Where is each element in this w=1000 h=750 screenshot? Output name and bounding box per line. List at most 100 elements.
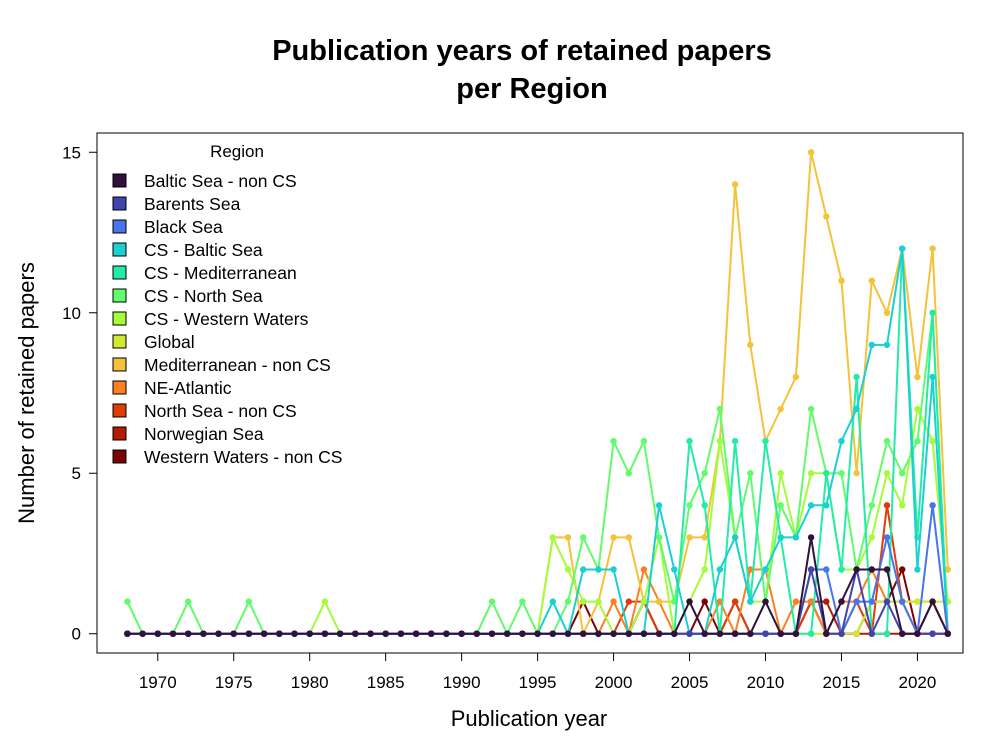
data-point (731, 437, 739, 445)
data-point (777, 502, 784, 509)
legend-item-label: CS - Baltic Sea (144, 240, 263, 260)
data-point (686, 437, 693, 445)
data-point (929, 437, 936, 445)
data-point (823, 598, 830, 605)
data-point (124, 630, 131, 637)
data-point (397, 630, 405, 637)
data-point (625, 470, 632, 477)
data-point (914, 566, 921, 573)
data-point (215, 630, 222, 637)
data-point (731, 181, 739, 188)
data-point (853, 405, 860, 413)
data-point (777, 470, 784, 477)
data-point (899, 245, 906, 252)
series-line (127, 536, 949, 635)
legend-item-label: CS - Mediterranean (144, 263, 297, 283)
series-line (127, 151, 949, 635)
data-point (655, 502, 663, 509)
data-point (671, 630, 678, 637)
data-point (929, 309, 936, 316)
data-point (564, 534, 572, 541)
data-point (701, 502, 708, 509)
data-point (580, 566, 587, 573)
data-point (899, 566, 906, 573)
data-point (792, 630, 800, 637)
data-point (716, 437, 724, 445)
data-point (291, 630, 298, 637)
data-point (762, 566, 769, 573)
x-tick-label: 2015 (823, 673, 861, 692)
data-point (655, 598, 663, 605)
data-point (883, 566, 891, 573)
data-point (883, 630, 891, 637)
data-point (914, 405, 921, 413)
data-point (777, 405, 784, 413)
data-point (640, 437, 648, 445)
data-point (701, 566, 708, 573)
legend-swatch (112, 311, 127, 326)
data-point (716, 566, 724, 573)
x-tick-label: 2020 (899, 673, 937, 692)
data-point (686, 502, 693, 509)
data-point (701, 470, 708, 477)
data-point (747, 341, 754, 349)
data-point (731, 630, 739, 637)
legend-item-label: North Sea - non CS (144, 401, 297, 421)
x-tick-label: 1985 (367, 673, 405, 692)
data-point (382, 630, 389, 637)
data-point (595, 630, 602, 637)
data-point (640, 566, 648, 573)
data-point (823, 502, 830, 509)
data-point (914, 630, 921, 637)
legend-swatch (112, 196, 127, 211)
data-point (838, 437, 845, 445)
data-point (883, 437, 891, 445)
legend-item-label: NE-Atlantic (144, 378, 232, 398)
data-point (549, 534, 556, 541)
chart-title-line-2: per Region (456, 73, 607, 105)
data-point (883, 598, 891, 605)
data-point (458, 630, 465, 637)
data-point (747, 566, 754, 573)
data-point (504, 630, 511, 637)
data-point (823, 470, 830, 477)
data-point (245, 598, 253, 605)
data-point (610, 630, 617, 637)
data-point (701, 630, 708, 637)
series-layer (124, 149, 951, 637)
legend-swatch (112, 403, 127, 418)
data-point (944, 566, 951, 573)
data-point (899, 470, 906, 477)
data-point (823, 630, 830, 637)
x-tick-label: 2000 (595, 673, 633, 692)
series-mediterranean-non-cs (124, 149, 951, 637)
data-point (838, 277, 845, 284)
data-point (853, 373, 860, 381)
data-point (564, 598, 572, 605)
data-point (838, 598, 845, 605)
data-point (154, 630, 161, 637)
data-point (321, 598, 329, 605)
legend-item-label: CS - Western Waters (144, 309, 309, 329)
data-point (792, 598, 800, 605)
data-point (807, 405, 815, 413)
data-point (929, 598, 936, 605)
data-point (868, 277, 875, 284)
data-point (716, 630, 724, 637)
legend-item-label: CS - North Sea (144, 286, 263, 306)
data-point (899, 630, 906, 637)
data-point (443, 630, 450, 637)
x-tick-label: 2005 (671, 673, 709, 692)
data-point (838, 566, 845, 573)
data-point (883, 502, 891, 509)
x-axis-label: Publication year (451, 706, 608, 731)
data-point (853, 630, 860, 637)
y-axis-label: Number of retained papers (14, 262, 39, 524)
data-point (838, 630, 845, 637)
legend-swatch (112, 242, 127, 257)
data-point (534, 630, 541, 637)
data-point (883, 309, 891, 316)
data-point (655, 630, 663, 637)
legend-item-label: Norwegian Sea (144, 424, 264, 444)
